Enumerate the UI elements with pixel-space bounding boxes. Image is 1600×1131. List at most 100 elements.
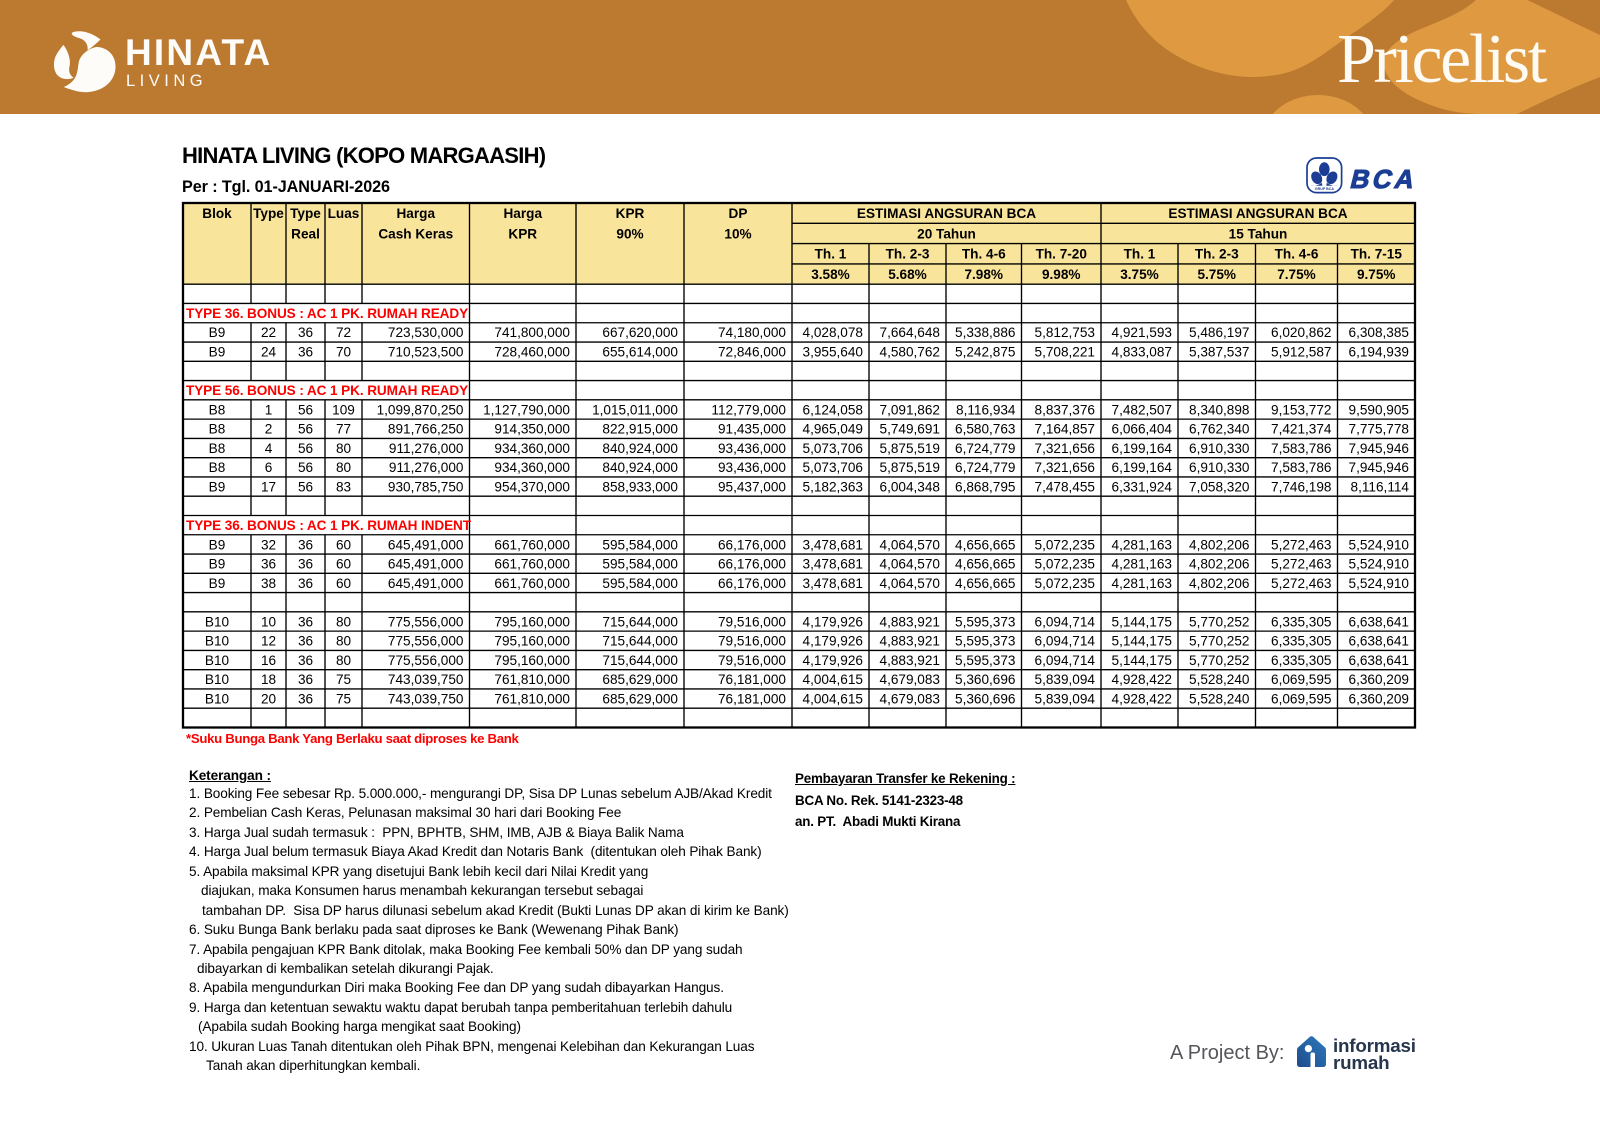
svg-text:TYPE 36. BONUS : AC 1 PK. RUMA: TYPE 36. BONUS : AC 1 PK. RUMAH READY [186, 306, 468, 321]
svg-text:12: 12 [261, 634, 276, 649]
svg-text:840,924,000: 840,924,000 [602, 460, 678, 475]
svg-text:56: 56 [298, 402, 313, 417]
svg-text:Type: Type [290, 206, 321, 221]
svg-text:5,272,463: 5,272,463 [1271, 576, 1331, 591]
svg-text:5,595,373: 5,595,373 [955, 634, 1015, 649]
svg-text:685,629,000: 685,629,000 [602, 691, 678, 706]
svg-text:6,724,779: 6,724,779 [955, 441, 1015, 456]
svg-text:7,583,786: 7,583,786 [1271, 460, 1331, 475]
svg-text:6,194,939: 6,194,939 [1349, 345, 1409, 360]
svg-text:741,800,000: 741,800,000 [494, 325, 570, 340]
svg-text:6,069,595: 6,069,595 [1271, 691, 1331, 706]
svg-text:6,124,058: 6,124,058 [803, 402, 863, 417]
svg-text:5,072,235: 5,072,235 [1035, 576, 1095, 591]
svg-text:5,812,753: 5,812,753 [1035, 325, 1095, 340]
svg-text:3,478,681: 3,478,681 [803, 576, 863, 591]
svg-text:930,785,750: 930,785,750 [388, 479, 464, 494]
svg-text:4,965,049: 4,965,049 [803, 422, 863, 437]
svg-text:75: 75 [336, 672, 351, 687]
svg-text:5,338,886: 5,338,886 [955, 325, 1015, 340]
svg-text:4,679,083: 4,679,083 [880, 691, 940, 706]
svg-text:595,584,000: 595,584,000 [602, 557, 678, 572]
svg-text:72: 72 [336, 325, 351, 340]
svg-text:17: 17 [261, 479, 276, 494]
svg-text:761,810,000: 761,810,000 [494, 672, 570, 687]
svg-text:32: 32 [261, 537, 276, 552]
svg-text:Th. 4-6: Th. 4-6 [1275, 247, 1319, 262]
svg-text:B8: B8 [209, 441, 226, 456]
svg-text:60: 60 [336, 537, 352, 552]
svg-text:5.75%: 5.75% [1197, 267, 1236, 282]
svg-text:5,486,197: 5,486,197 [1189, 325, 1249, 340]
svg-text:7,945,946: 7,945,946 [1349, 441, 1409, 456]
svg-text:5,144,175: 5,144,175 [1112, 614, 1172, 629]
svg-text:5,595,373: 5,595,373 [955, 653, 1015, 668]
svg-text:BCA: BCA [1348, 164, 1418, 194]
svg-text:661,760,000: 661,760,000 [494, 557, 570, 572]
svg-text:655,614,000: 655,614,000 [602, 345, 678, 360]
svg-text:6,094,714: 6,094,714 [1035, 614, 1096, 629]
svg-text:B9: B9 [209, 345, 226, 360]
svg-text:6,638,641: 6,638,641 [1349, 653, 1409, 668]
svg-text:5,528,240: 5,528,240 [1189, 672, 1250, 687]
svg-text:5,387,537: 5,387,537 [1189, 345, 1249, 360]
svg-text:9.98%: 9.98% [1042, 267, 1081, 282]
svg-text:795,160,000: 795,160,000 [494, 614, 570, 629]
svg-text:66,176,000: 66,176,000 [718, 576, 786, 591]
svg-text:761,810,000: 761,810,000 [494, 691, 570, 706]
svg-text:56: 56 [298, 422, 313, 437]
svg-text:6,094,714: 6,094,714 [1035, 653, 1096, 668]
svg-text:911,276,000: 911,276,000 [389, 441, 464, 456]
svg-text:4,921,593: 4,921,593 [1112, 325, 1172, 340]
svg-text:80: 80 [336, 634, 352, 649]
svg-text:6,910,330: 6,910,330 [1189, 460, 1250, 475]
svg-text:8,116,114: 8,116,114 [1351, 479, 1410, 494]
svg-text:715,644,000: 715,644,000 [602, 614, 678, 629]
svg-text:93,436,000: 93,436,000 [718, 460, 786, 475]
svg-text:18: 18 [261, 672, 276, 687]
svg-text:822,915,000: 822,915,000 [602, 422, 678, 437]
svg-text:5,839,094: 5,839,094 [1035, 691, 1096, 706]
svg-text:891,766,250: 891,766,250 [388, 422, 464, 437]
svg-text:595,584,000: 595,584,000 [602, 537, 678, 552]
svg-text:911,276,000: 911,276,000 [389, 460, 464, 475]
svg-text:4,004,615: 4,004,615 [803, 672, 863, 687]
svg-text:7.75%: 7.75% [1277, 267, 1316, 282]
svg-text:5,875,519: 5,875,519 [880, 460, 940, 475]
svg-text:3.58%: 3.58% [811, 267, 850, 282]
svg-text:4,802,206: 4,802,206 [1189, 557, 1249, 572]
svg-text:B9: B9 [209, 557, 226, 572]
svg-text:Real: Real [291, 226, 320, 241]
svg-text:Th. 2-3: Th. 2-3 [1195, 247, 1239, 262]
svg-text:1,015,011,000: 1,015,011,000 [592, 402, 678, 417]
svg-text:5,770,252: 5,770,252 [1189, 653, 1249, 668]
svg-text:Th. 4-6: Th. 4-6 [962, 247, 1006, 262]
svg-text:76,181,000: 76,181,000 [718, 691, 786, 706]
svg-text:36: 36 [261, 557, 276, 572]
svg-text:7,321,656: 7,321,656 [1035, 441, 1095, 456]
svg-text:36: 36 [298, 634, 313, 649]
svg-text:645,491,000: 645,491,000 [388, 576, 464, 591]
svg-text:7,164,857: 7,164,857 [1035, 422, 1095, 437]
svg-text:112,779,000: 112,779,000 [711, 402, 786, 417]
svg-text:4,064,570: 4,064,570 [880, 576, 941, 591]
svg-text:3.75%: 3.75% [1120, 267, 1159, 282]
svg-text:5,912,587: 5,912,587 [1271, 345, 1331, 360]
svg-text:5,272,463: 5,272,463 [1271, 537, 1331, 552]
svg-text:4,281,163: 4,281,163 [1112, 557, 1172, 572]
svg-text:DP: DP [729, 206, 748, 221]
svg-text:9,590,905: 9,590,905 [1349, 402, 1409, 417]
svg-text:5,144,175: 5,144,175 [1112, 653, 1172, 668]
svg-text:5,749,691: 5,749,691 [880, 422, 940, 437]
svg-text:5,144,175: 5,144,175 [1112, 634, 1172, 649]
svg-text:6,360,209: 6,360,209 [1349, 691, 1409, 706]
svg-text:B10: B10 [205, 691, 230, 706]
svg-text:20 Tahun: 20 Tahun [917, 226, 976, 241]
svg-text:36: 36 [298, 653, 313, 668]
svg-text:4,883,921: 4,883,921 [880, 653, 940, 668]
svg-text:4,883,921: 4,883,921 [880, 634, 940, 649]
svg-text:B8: B8 [209, 460, 226, 475]
svg-text:Harga: Harga [396, 206, 435, 221]
svg-text:7,478,455: 7,478,455 [1035, 479, 1095, 494]
svg-text:4,281,163: 4,281,163 [1112, 537, 1172, 552]
